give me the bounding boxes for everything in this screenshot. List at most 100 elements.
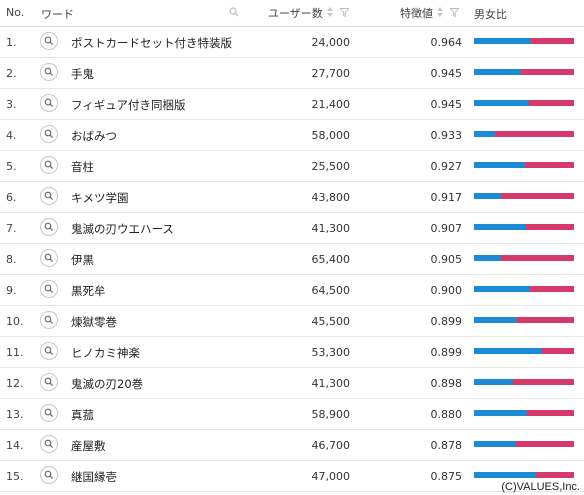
row-number: 9. [6, 284, 17, 297]
male-share-bar [474, 379, 513, 385]
row-number: 7. [6, 222, 17, 235]
search-icon[interactable] [40, 373, 58, 391]
row-users: 27,700 [311, 67, 351, 80]
search-icon[interactable] [40, 249, 58, 267]
search-icon[interactable] [40, 125, 58, 143]
row-word[interactable]: 音柱 [71, 160, 94, 174]
gender-ratio-bar [474, 224, 574, 230]
table-row: 3. フィギュア付き同梱版 21,400 0.945 [0, 89, 584, 120]
male-share-bar [474, 348, 542, 354]
female-share-bar [531, 38, 574, 44]
row-word[interactable]: おばみつ [71, 129, 117, 143]
filter-icon[interactable] [449, 7, 460, 20]
male-share-bar [474, 317, 517, 323]
row-score: 0.964 [430, 36, 463, 49]
row-word[interactable]: ポストカードセット付き特装版 [71, 36, 232, 50]
search-icon[interactable] [40, 342, 58, 360]
row-word[interactable]: 伊黒 [71, 253, 94, 267]
table-body: 1. ポストカードセット付き特装版 24,000 0.964 2. 手鬼 27,700 0.9… [0, 27, 584, 492]
row-users: 64,500 [311, 284, 351, 297]
header-score: 特徴値 [400, 7, 433, 20]
header-word: ワード [41, 8, 74, 21]
search-icon[interactable] [40, 156, 58, 174]
row-number: 10. [6, 315, 24, 328]
table-row: 2. 手鬼 27,700 0.945 [0, 58, 584, 89]
row-number: 1. [6, 36, 17, 49]
row-users: 58,000 [311, 129, 351, 142]
row-word[interactable]: 鬼滅の刃ウエハース [71, 222, 174, 236]
female-share-bar [530, 286, 574, 292]
male-share-bar [474, 100, 529, 106]
row-score: 0.880 [430, 408, 463, 421]
row-users: 24,000 [311, 36, 351, 49]
row-users: 58,900 [311, 408, 351, 421]
male-share-bar [474, 441, 516, 447]
sort-arrows-icon[interactable] [326, 6, 335, 20]
search-icon[interactable] [40, 63, 58, 81]
table-row: 5. 音柱 25,500 0.927 [0, 151, 584, 182]
gender-ratio-bar [474, 286, 574, 292]
sort-arrows-icon[interactable] [437, 6, 445, 20]
row-word[interactable]: 産屋敷 [71, 439, 106, 453]
search-icon[interactable] [40, 280, 58, 298]
gender-ratio-bar [474, 348, 574, 354]
gender-ratio-bar [474, 379, 574, 385]
table-row: 1. ポストカードセット付き特装版 24,000 0.964 [0, 27, 584, 58]
word-search-icon[interactable] [229, 7, 239, 20]
search-icon[interactable] [40, 218, 58, 236]
male-share-bar [474, 162, 525, 168]
row-score: 0.905 [430, 253, 463, 266]
row-score: 0.875 [430, 470, 463, 483]
search-icon[interactable] [40, 404, 58, 422]
female-share-bar [517, 317, 574, 323]
female-share-bar [526, 224, 574, 230]
row-word[interactable]: ヒノカミ神楽 [71, 346, 140, 360]
female-share-bar [542, 348, 574, 354]
row-number: 2. [6, 67, 17, 80]
table-row: 6. キメツ学園 43,800 0.917 [0, 182, 584, 213]
gender-ratio-bar [474, 410, 574, 416]
row-number: 4. [6, 129, 17, 142]
search-icon[interactable] [40, 32, 58, 50]
search-icon[interactable] [40, 311, 58, 329]
header-no: No. [6, 6, 25, 19]
table-row: 10. 煉獄零巻 45,500 0.899 [0, 306, 584, 337]
row-users: 47,000 [311, 470, 351, 483]
row-word[interactable]: フィギュア付き同梱版 [71, 98, 186, 112]
row-score: 0.917 [430, 191, 463, 204]
row-word[interactable]: 継国縁壱 [71, 470, 117, 484]
table-row: 8. 伊黒 65,400 0.905 [0, 244, 584, 275]
score-column-header[interactable]: 特徴値 [400, 5, 460, 21]
row-score: 0.899 [430, 346, 463, 359]
male-share-bar [474, 193, 501, 199]
filter-icon[interactable] [339, 7, 350, 20]
row-word[interactable]: 黒死牟 [71, 284, 106, 298]
row-word[interactable]: 鬼滅の刃20巻 [71, 377, 144, 391]
row-users: 45,500 [311, 315, 351, 328]
search-icon[interactable] [40, 466, 58, 484]
male-share-bar [474, 38, 531, 44]
row-word[interactable]: 煉獄零巻 [71, 315, 117, 329]
row-users: 41,300 [311, 222, 351, 235]
row-number: 5. [6, 160, 17, 173]
male-share-bar [474, 410, 527, 416]
female-share-bar [513, 379, 574, 385]
search-icon[interactable] [40, 435, 58, 453]
table-row: 12. 鬼滅の刃20巻 41,300 0.898 [0, 368, 584, 399]
female-share-bar [525, 162, 574, 168]
row-score: 0.899 [430, 315, 463, 328]
table-header: No. ワード ユーザー数 特徴値 男女比 [0, 0, 584, 27]
female-share-bar [527, 410, 574, 416]
row-word[interactable]: 真菰 [71, 408, 94, 422]
table-row: 14. 産屋敷 46,700 0.878 [0, 430, 584, 461]
search-icon[interactable] [40, 187, 58, 205]
users-column-header[interactable]: ユーザー数 [268, 5, 350, 21]
row-score: 0.898 [430, 377, 463, 390]
row-users: 65,400 [311, 253, 351, 266]
male-share-bar [474, 472, 536, 478]
male-share-bar [474, 69, 521, 75]
row-word[interactable]: 手鬼 [71, 67, 94, 81]
row-word[interactable]: キメツ学園 [71, 191, 129, 205]
female-share-bar [529, 100, 574, 106]
search-icon[interactable] [40, 94, 58, 112]
